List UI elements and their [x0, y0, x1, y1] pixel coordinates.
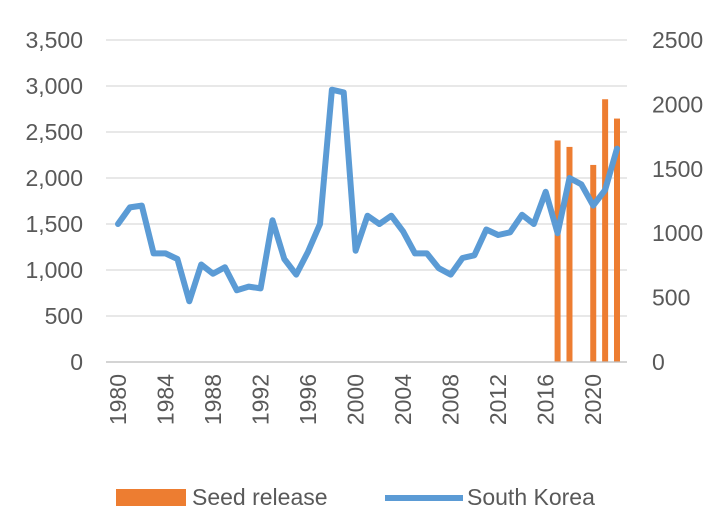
legend-item-seed-release: Seed release: [116, 484, 328, 511]
left-tick-label: 3,500: [25, 27, 83, 53]
legend-swatch-seed-release: [116, 489, 186, 506]
x-tick-label: 1980: [105, 374, 131, 425]
seed-release-bars: [554, 99, 620, 363]
right-tick-label: 1500: [652, 156, 703, 182]
x-tick-label: 1996: [295, 374, 321, 425]
legend-swatch-south-korea: [385, 494, 463, 501]
seed-release-bar: [554, 140, 561, 362]
left-tick-label: 0: [70, 349, 83, 375]
x-tick-label: 2000: [343, 374, 369, 425]
left-tick-label: 2,000: [25, 165, 83, 191]
seed-release-bar: [590, 164, 597, 362]
seed-release-bar: [566, 146, 573, 362]
chart: 0 500 1,000 1,500 2,000 2,500 3,000 3,500 0 500 1…: [25, 27, 703, 425]
x-axis: 1980 1984 1988 1992 1996 2000 2004 2008 2012 2016…: [105, 361, 627, 425]
right-tick-label: 2500: [652, 27, 703, 53]
legend: Seed release South Korea: [0, 478, 719, 514]
right-tick-label: 2000: [652, 91, 703, 117]
legend-item-south-korea: South Korea: [385, 484, 595, 511]
right-tick-label: 0: [652, 349, 665, 375]
left-tick-label: 1,000: [25, 257, 83, 283]
left-axis: 0 500 1,000 1,500 2,000 2,500 3,000 3,500: [25, 27, 83, 375]
left-tick-label: 2,500: [25, 119, 83, 145]
right-axis: 0 500 1000 1500 2000 2500: [652, 27, 703, 375]
x-tick-label: 2012: [485, 374, 511, 425]
x-tick-label: 2020: [580, 374, 606, 425]
x-tick-label: 1984: [153, 374, 179, 425]
left-tick-label: 1,500: [25, 211, 83, 237]
right-tick-label: 500: [652, 285, 690, 311]
x-tick-label: 1992: [248, 374, 274, 425]
gridlines: [106, 39, 627, 363]
x-tick-label: 2008: [438, 374, 464, 425]
x-tick-label: 2004: [390, 374, 416, 425]
left-tick-label: 3,000: [25, 73, 83, 99]
left-tick-label: 500: [45, 303, 83, 329]
south-korea-line-layer: [115, 86, 620, 305]
x-tick-label: 2016: [533, 374, 559, 425]
seed-release-bar: [614, 118, 620, 363]
legend-label-south-korea: South Korea: [467, 484, 595, 510]
legend-label-seed-release: Seed release: [192, 484, 328, 510]
right-tick-label: 1000: [652, 220, 703, 246]
south-korea-line: [115, 86, 620, 305]
seed-release-bar: [602, 99, 609, 363]
x-tick-label: 1988: [200, 374, 226, 425]
